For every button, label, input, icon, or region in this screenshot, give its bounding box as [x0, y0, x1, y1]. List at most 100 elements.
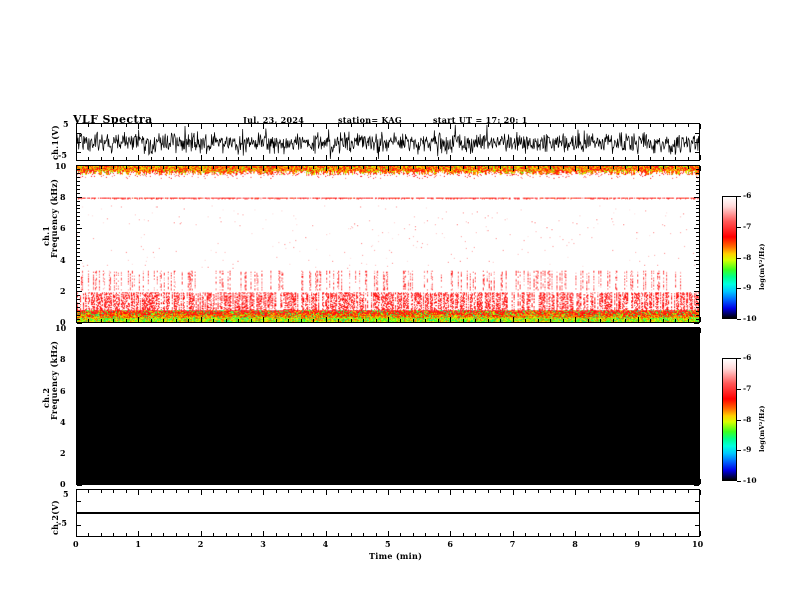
- axis-tick: [550, 319, 551, 322]
- ch1-freq-axis-label-main: Frequency (kHz): [49, 178, 59, 258]
- axis-tick: [238, 166, 239, 169]
- axis-tick: [413, 533, 414, 536]
- axis-tick: [288, 319, 289, 322]
- axis-tick: [695, 133, 699, 134]
- axis-tick: [694, 485, 699, 486]
- axis-tick: [163, 124, 164, 127]
- axis-tick: [696, 442, 699, 443]
- axis-tick: [77, 169, 80, 170]
- x-tick-label: 7: [509, 539, 516, 549]
- axis-tick: [176, 533, 177, 536]
- axis-tick: [600, 157, 601, 160]
- axis-tick: [450, 531, 451, 536]
- axis-tick: [351, 490, 352, 493]
- colorbar-tick-mark: [737, 389, 741, 390]
- axis-tick: [77, 370, 80, 371]
- axis-tick: [101, 157, 102, 160]
- axis-tick: [450, 328, 451, 333]
- axis-tick: [638, 490, 639, 495]
- axis-tick: [76, 328, 77, 333]
- axis-tick: [694, 260, 699, 261]
- axis-tick: [400, 319, 401, 322]
- axis-tick: [696, 169, 699, 170]
- axis-tick: [563, 533, 564, 536]
- axis-tick: [696, 477, 699, 478]
- axis-tick: [438, 490, 439, 493]
- axis-tick: [450, 155, 451, 160]
- axis-tick: [575, 124, 576, 129]
- axis-tick: [238, 490, 239, 493]
- axis-tick: [163, 157, 164, 160]
- axis-tick: [696, 414, 699, 415]
- axis-tick: [151, 157, 152, 160]
- axis-tick: [126, 490, 127, 493]
- axis-tick: [138, 317, 139, 322]
- axis-tick: [425, 166, 426, 169]
- axis-tick: [563, 481, 564, 484]
- axis-tick: [288, 328, 289, 331]
- ch1-spectrogram-image: [77, 166, 699, 322]
- colorbar-tick-mark: [737, 196, 741, 197]
- axis-tick: [88, 166, 89, 169]
- axis-tick: [696, 287, 699, 288]
- axis-tick: [101, 490, 102, 493]
- axis-tick: [188, 157, 189, 160]
- axis-tick: [101, 319, 102, 322]
- axis-tick: [538, 490, 539, 493]
- ch2-volt-axis-label: ch.2(V): [50, 500, 60, 535]
- ch2-freq-tick-2: 2: [60, 448, 66, 458]
- axis-tick: [77, 252, 80, 253]
- axis-tick: [77, 228, 82, 229]
- page-title: VLF Spectra: [73, 113, 153, 126]
- axis-tick: [176, 157, 177, 160]
- axis-tick: [251, 157, 252, 160]
- axis-tick: [351, 124, 352, 127]
- axis-tick: [77, 418, 80, 419]
- axis-tick: [688, 319, 689, 322]
- axis-tick: [696, 315, 699, 316]
- axis-tick: [575, 479, 576, 484]
- axis-tick: [77, 343, 80, 344]
- axis-tick: [313, 533, 314, 536]
- axis-tick: [475, 319, 476, 322]
- axis-tick: [77, 359, 82, 360]
- axis-tick: [101, 328, 102, 331]
- axis-tick: [77, 438, 80, 439]
- colorbar-tick-mark: [737, 319, 741, 320]
- axis-tick: [438, 533, 439, 536]
- axis-tick: [77, 430, 80, 431]
- axis-tick: [400, 166, 401, 169]
- axis-tick: [696, 307, 699, 308]
- axis-tick: [126, 157, 127, 160]
- axis-tick: [650, 166, 651, 169]
- axis-tick: [696, 382, 699, 383]
- axis-tick: [77, 212, 80, 213]
- axis-tick: [77, 351, 80, 352]
- axis-tick: [77, 461, 80, 462]
- axis-tick: [696, 449, 699, 450]
- axis-tick: [413, 319, 414, 322]
- axis-tick: [188, 533, 189, 536]
- axis-tick: [696, 185, 699, 186]
- axis-tick: [126, 166, 127, 169]
- colorbar-tick-mark: [737, 258, 741, 259]
- axis-tick: [600, 319, 601, 322]
- axis-tick: [463, 533, 464, 536]
- axis-tick: [126, 319, 127, 322]
- axis-tick: [694, 359, 699, 360]
- axis-tick: [563, 166, 564, 169]
- axis-tick: [226, 328, 227, 331]
- axis-tick: [113, 157, 114, 160]
- axis-tick: [696, 481, 699, 482]
- axis-tick: [438, 328, 439, 331]
- axis-tick: [77, 315, 80, 316]
- axis-tick: [525, 533, 526, 536]
- axis-tick: [513, 166, 514, 171]
- axis-tick: [77, 311, 80, 312]
- axis-tick: [77, 220, 80, 221]
- axis-tick: [696, 370, 699, 371]
- axis-tick: [613, 124, 614, 127]
- axis-tick: [550, 166, 551, 169]
- axis-tick: [77, 363, 80, 364]
- axis-tick: [696, 303, 699, 304]
